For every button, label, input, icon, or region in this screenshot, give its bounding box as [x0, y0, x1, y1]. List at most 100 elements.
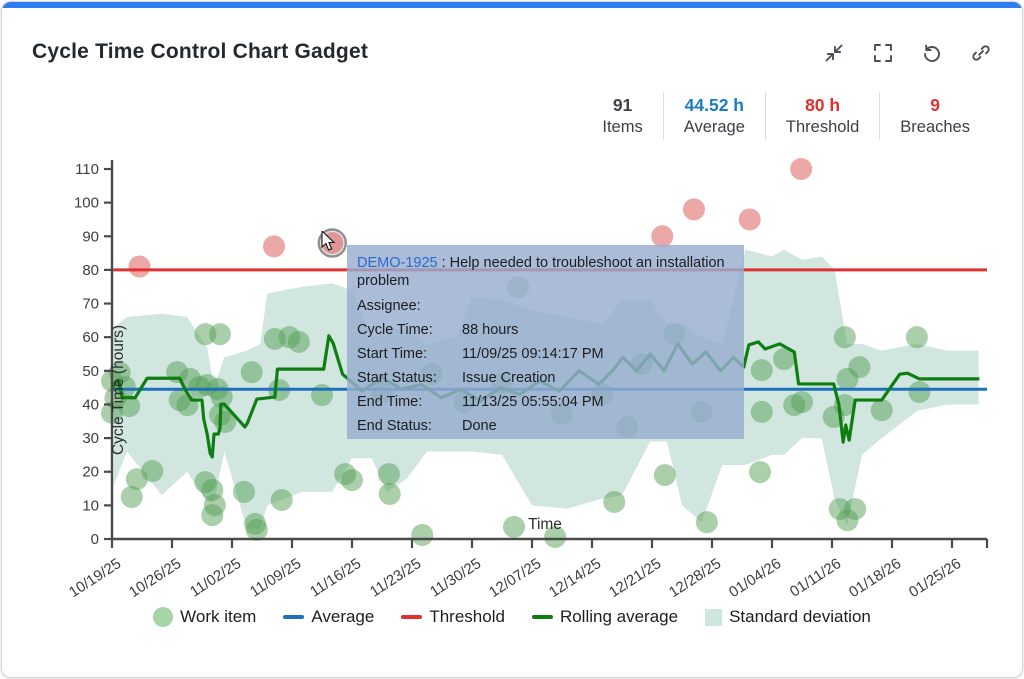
gadget-accent-bar — [2, 2, 1022, 8]
tooltip-row: End Status: Done — [357, 418, 497, 434]
breach-dot[interactable] — [790, 158, 813, 180]
work-item-dot[interactable] — [378, 482, 401, 505]
work-item-dot[interactable] — [311, 384, 333, 407]
issue-link[interactable]: DEMO-1925 — [357, 255, 438, 271]
legend-item-threshold[interactable]: Threshold — [401, 607, 505, 627]
breach-dot[interactable] — [263, 235, 285, 258]
stat-average: 44.52 h Average — [662, 92, 765, 140]
legend-item-work-item[interactable]: Work item — [153, 607, 256, 627]
work-item-dot[interactable] — [287, 330, 310, 353]
legend-marker — [283, 615, 305, 619]
gadget-toolbar — [823, 42, 992, 64]
legend-marker — [153, 607, 174, 627]
work-item-dot[interactable] — [833, 326, 856, 349]
work-item-dot[interactable] — [749, 461, 771, 484]
work-item-dot[interactable] — [695, 511, 718, 534]
hovered-breach-dot[interactable] — [321, 232, 344, 254]
tooltip-row: Start Status: Issue Creation — [357, 370, 556, 386]
legend-item-standard-deviation[interactable]: Standard deviation — [705, 607, 871, 627]
x-tick-label: 01/11/26 — [787, 555, 844, 600]
stat-value: 9 — [930, 95, 940, 115]
collapse-icon[interactable] — [823, 42, 845, 64]
summary-stats: 91 Items 44.52 h Average 80 h Threshold 9 Breac… — [582, 92, 990, 140]
x-tick-label: 11/16/25 — [307, 555, 364, 600]
stat-label: Average — [683, 118, 745, 136]
stat-label: Breaches — [900, 118, 970, 136]
stat-breaches: 9 Breaches — [879, 92, 990, 140]
chart-legend: Work item Average Threshold Rolling average… — [2, 607, 1022, 627]
tooltip-row: Assignee: — [357, 298, 421, 314]
legend-item-average[interactable]: Average — [283, 607, 374, 627]
work-item-dot[interactable] — [176, 394, 199, 417]
work-item-dot[interactable] — [411, 523, 434, 546]
work-item-dot[interactable] — [125, 468, 148, 491]
tooltip-row: Cycle Time: 88 hours — [357, 322, 519, 338]
legend-label: Average — [311, 607, 375, 626]
work-item-dot[interactable] — [210, 386, 233, 409]
x-tick-label: 10/26/25 — [126, 555, 184, 601]
work-item-dot[interactable] — [908, 381, 931, 404]
x-tick-label: 01/25/26 — [906, 555, 964, 601]
x-tick-label: 01/18/26 — [846, 555, 904, 601]
work-item-dot[interactable] — [544, 525, 567, 548]
x-axis-title: Time — [528, 516, 562, 533]
work-item-dot[interactable] — [118, 395, 141, 418]
y-tick-label: 110 — [75, 161, 99, 178]
x-tick-label: 11/23/25 — [367, 555, 424, 600]
x-tick-label: 11/02/25 — [187, 555, 244, 600]
stat-value: 80 h — [805, 95, 841, 115]
legend-label: Work item — [180, 607, 257, 626]
work-item-dot[interactable] — [201, 504, 224, 527]
work-item-dot[interactable] — [209, 323, 231, 346]
tooltip-row: End Time: 11/13/25 05:55:04 PM — [357, 394, 604, 410]
breach-dot[interactable] — [738, 208, 761, 231]
breach-dot[interactable] — [128, 255, 151, 278]
work-item-dot[interactable] — [836, 509, 859, 532]
stat-threshold: 80 h Threshold — [764, 92, 879, 140]
legend-marker — [531, 615, 553, 619]
work-item-dot[interactable] — [905, 326, 928, 349]
work-item-dot[interactable] — [603, 491, 626, 513]
issue-summary: : Help needed to troubleshoot an install… — [357, 255, 725, 289]
work-item-dot[interactable] — [240, 361, 263, 384]
y-tick-label: 50 — [82, 363, 99, 380]
y-tick-label: 100 — [74, 195, 99, 212]
y-tick-label: 80 — [82, 262, 99, 279]
y-tick-label: 0 — [91, 531, 99, 548]
work-item-dot[interactable] — [750, 400, 773, 423]
work-item-dot[interactable] — [341, 469, 363, 492]
work-item-dot[interactable] — [848, 356, 871, 379]
x-tick-label: 01/04/26 — [726, 555, 784, 601]
y-tick-label: 10 — [82, 497, 99, 514]
work-item-dot[interactable] — [270, 488, 293, 511]
refresh-icon[interactable] — [921, 42, 943, 64]
y-tick-label: 30 — [82, 430, 99, 447]
work-item-dot[interactable] — [245, 518, 268, 541]
y-tick-label: 70 — [82, 296, 99, 313]
x-tick-label: 11/09/25 — [247, 555, 304, 600]
work-item-dot[interactable] — [791, 391, 813, 414]
work-item-dot[interactable] — [503, 515, 525, 538]
stat-label: Threshold — [785, 118, 860, 136]
link-icon[interactable] — [970, 42, 992, 64]
work-item-dot[interactable] — [377, 463, 400, 486]
work-item-dot[interactable] — [870, 399, 893, 422]
legend-label: Rolling average — [559, 607, 679, 626]
y-tick-label: 60 — [82, 329, 99, 346]
legend-label: Standard deviation — [729, 607, 871, 626]
legend-item-rolling-average[interactable]: Rolling average — [531, 607, 679, 627]
work-item-dot[interactable] — [773, 348, 795, 371]
work-item-dot[interactable] — [750, 359, 773, 382]
stat-items: 91 Items — [582, 92, 662, 140]
work-item-dot[interactable] — [233, 480, 255, 503]
fullscreen-icon[interactable] — [872, 42, 894, 64]
legend-label: Threshold — [429, 607, 505, 626]
y-axis-title: Cycle Time (hours) — [110, 325, 127, 455]
work-item-dot[interactable] — [653, 464, 676, 487]
breach-dot[interactable] — [683, 198, 705, 221]
x-tick-label: 10/19/25 — [66, 555, 124, 601]
x-tick-label: 12/07/25 — [486, 555, 544, 601]
breach-dot[interactable] — [651, 225, 674, 248]
work-item-dot[interactable] — [120, 485, 143, 508]
y-tick-label: 40 — [82, 396, 99, 413]
